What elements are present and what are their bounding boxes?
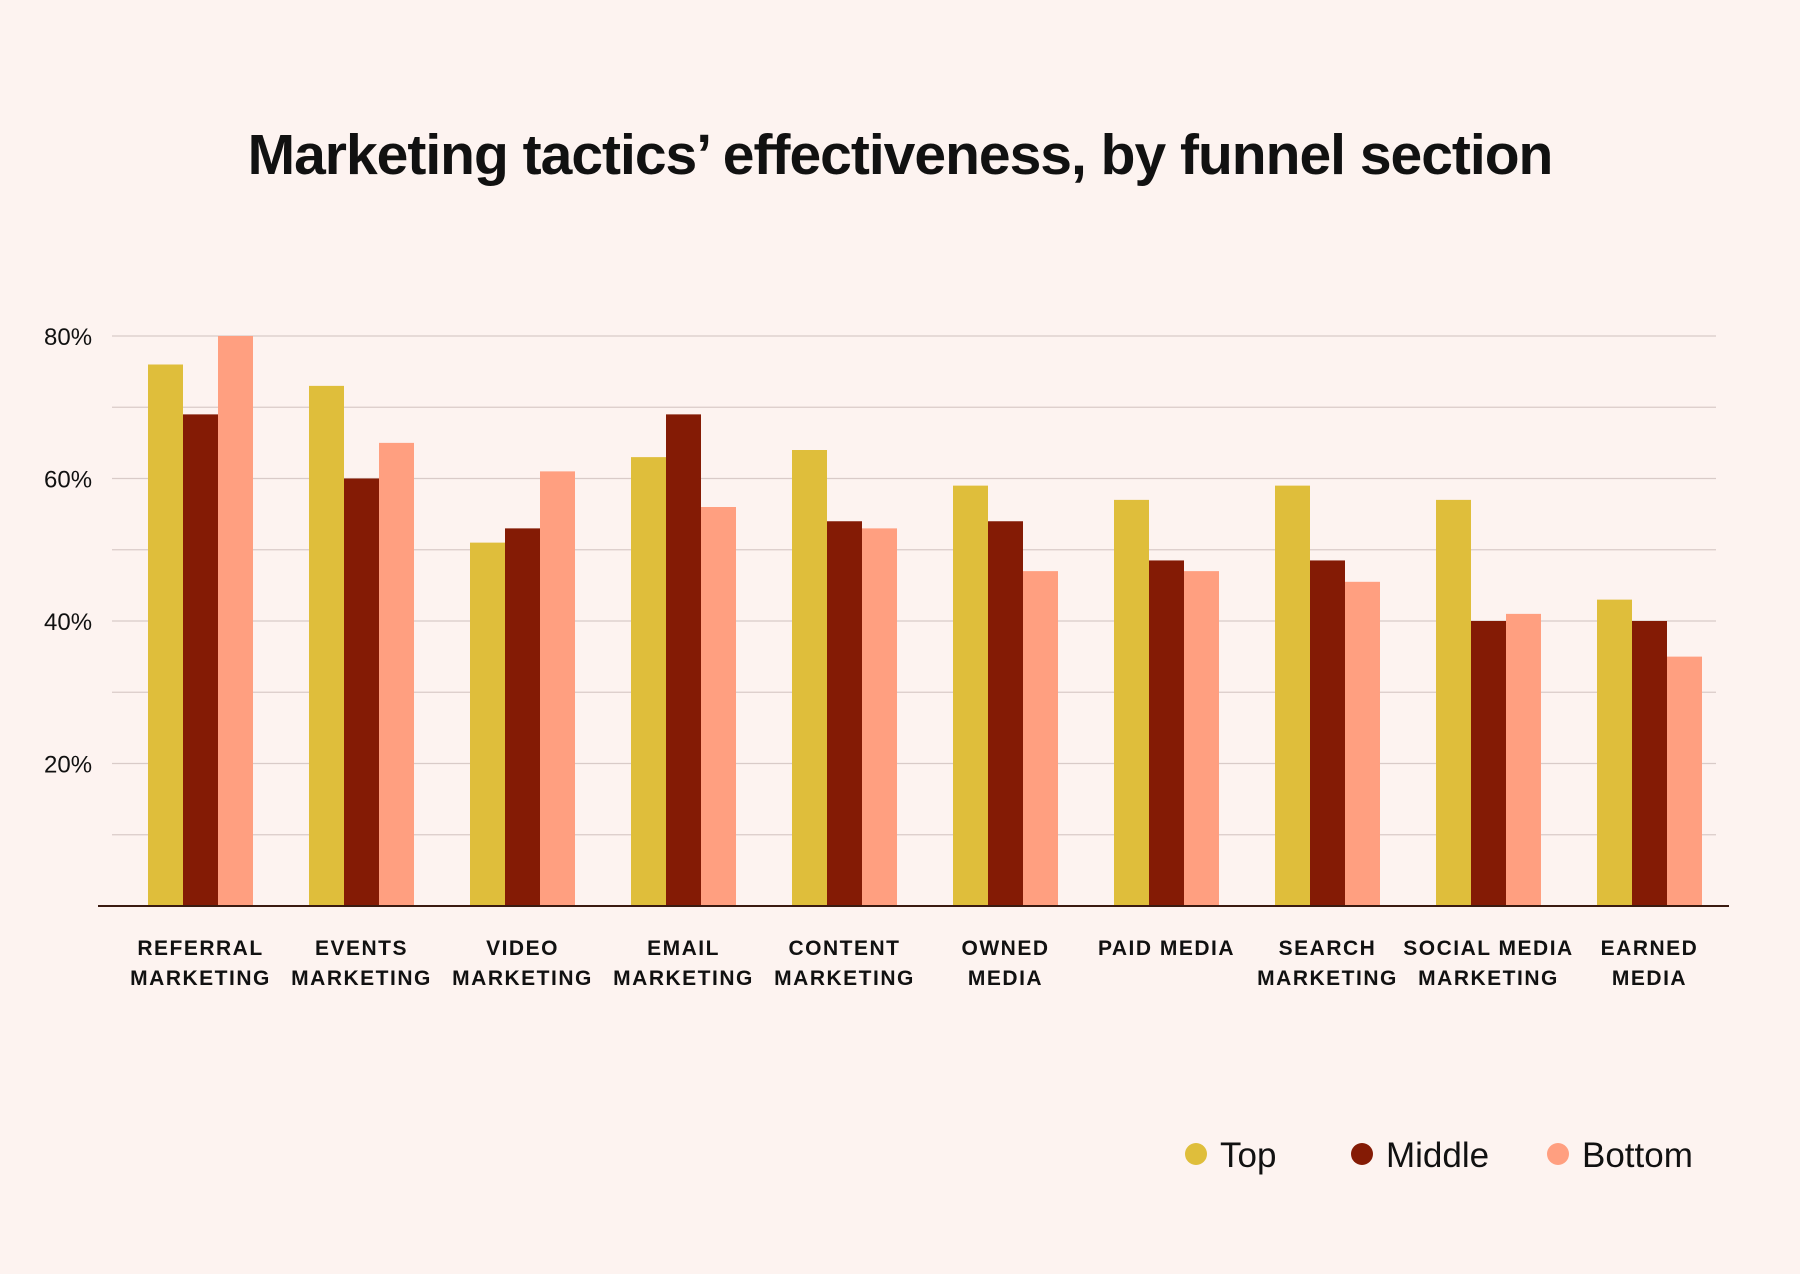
category-label: MARKETING [1257, 967, 1398, 990]
bar-top [470, 542, 505, 906]
bar-top [1114, 499, 1149, 906]
bar-bottom [1667, 656, 1702, 906]
bar-middle [1310, 560, 1345, 906]
category-label: SOCIAL MEDIA [1403, 937, 1573, 960]
bar-middle [988, 521, 1023, 906]
bar-bottom [701, 507, 736, 906]
category-label: MARKETING [774, 967, 915, 990]
category-label: MARKETING [1418, 967, 1559, 990]
bar-bottom [862, 528, 897, 906]
bar-bottom [1023, 571, 1058, 906]
y-tick-label: 60% [44, 467, 92, 494]
legend-label: Middle [1386, 1136, 1489, 1175]
bar-bottom [1184, 571, 1219, 906]
legend-label: Bottom [1582, 1136, 1693, 1175]
category-label: VIDEO [486, 937, 559, 960]
category-label: CONTENT [789, 937, 901, 960]
category-label: MARKETING [613, 967, 754, 990]
legend-label: Top [1220, 1136, 1276, 1175]
bar-top [953, 485, 988, 906]
category-label: EMAIL [647, 937, 720, 960]
category-label: SEARCH [1279, 937, 1377, 960]
bar-top [1597, 599, 1632, 906]
bar-top [309, 385, 344, 906]
bar-top [148, 364, 183, 906]
bar-middle [344, 478, 379, 906]
bar-bottom [379, 442, 414, 906]
bar-top [792, 450, 827, 906]
bar-bottom [218, 336, 253, 906]
category-label: REFERRAL [137, 937, 263, 960]
bar-middle [666, 414, 701, 906]
category-label: MEDIA [968, 967, 1043, 990]
y-tick-label: 40% [44, 609, 92, 636]
legend-marker-bottom [1547, 1143, 1569, 1165]
y-tick-label: 80% [44, 324, 92, 351]
bar-bottom [1506, 613, 1541, 906]
bar-bottom [1345, 581, 1380, 906]
bar-top [1436, 499, 1471, 906]
bar-middle [1471, 621, 1506, 906]
chart-title: Marketing tactics’ effectiveness, by fun… [247, 123, 1554, 187]
bar-top [1275, 485, 1310, 906]
category-label: EARNED [1601, 937, 1699, 960]
legend-marker-top [1185, 1143, 1207, 1165]
bar-middle [505, 528, 540, 906]
bar-top [631, 457, 666, 906]
y-tick-label: 20% [44, 752, 92, 779]
category-label: MARKETING [452, 967, 593, 990]
category-label: EVENTS [315, 937, 408, 960]
bar-middle [1632, 621, 1667, 906]
bar-middle [827, 521, 862, 906]
category-label: OWNED [962, 937, 1050, 960]
category-label: MARKETING [130, 967, 271, 990]
bar-bottom [540, 471, 575, 906]
bar-middle [1149, 560, 1184, 906]
legend-marker-middle [1351, 1143, 1373, 1165]
bar-middle [183, 414, 218, 906]
category-label: MEDIA [1612, 967, 1687, 990]
category-label: PAID MEDIA [1098, 937, 1235, 960]
category-label: MARKETING [291, 967, 432, 990]
